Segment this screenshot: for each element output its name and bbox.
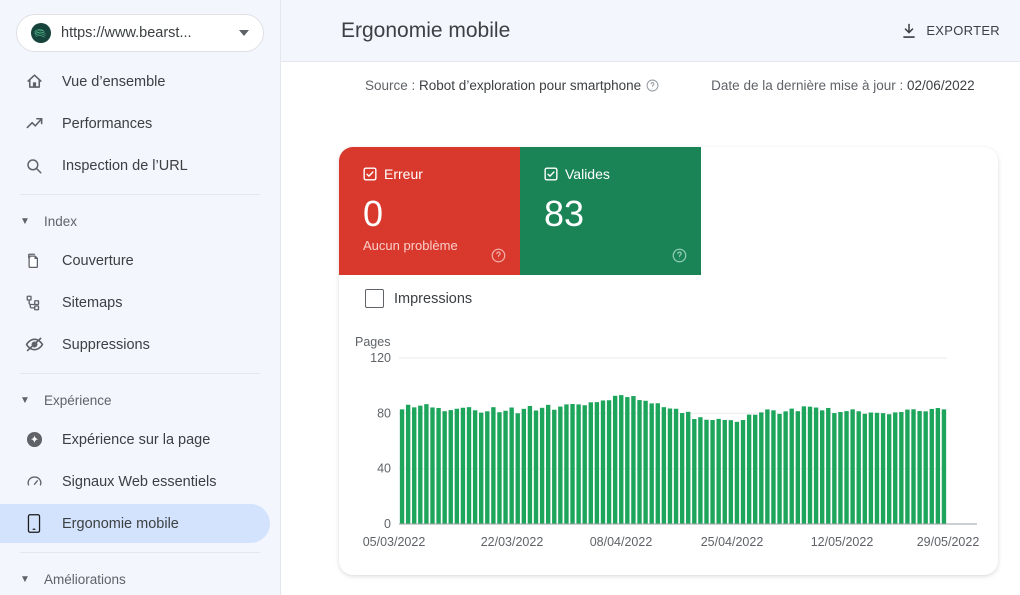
svg-text:25/04/2022: 25/04/2022 (701, 535, 764, 549)
svg-text:12/05/2022: 12/05/2022 (811, 535, 874, 549)
svg-text:29/05/2022: 29/05/2022 (917, 535, 980, 549)
svg-text:80: 80 (377, 406, 391, 420)
svg-text:08/04/2022: 08/04/2022 (590, 535, 653, 549)
svg-text:22/03/2022: 22/03/2022 (481, 535, 544, 549)
svg-text:120: 120 (370, 351, 391, 365)
svg-text:40: 40 (377, 462, 391, 476)
svg-text:05/03/2022: 05/03/2022 (363, 535, 426, 549)
svg-text:0: 0 (384, 517, 391, 531)
